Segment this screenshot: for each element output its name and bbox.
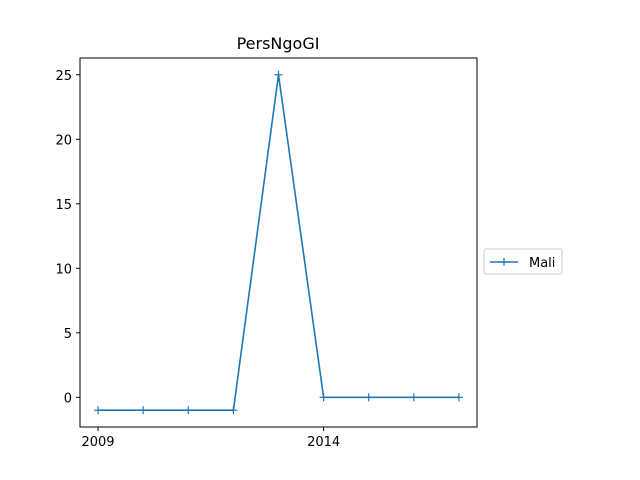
data-point	[409, 393, 418, 402]
data-point	[364, 393, 373, 402]
y-tick-label: 15	[55, 198, 72, 213]
x-tick-label: 2014	[307, 435, 340, 450]
data-point	[94, 406, 103, 415]
y-tick-label: 25	[55, 69, 72, 84]
y-tick-label: 20	[55, 133, 72, 148]
plot-area: 0 5 10 15 20 25 2009 2014	[55, 57, 478, 450]
data-point	[274, 70, 283, 79]
data-point	[139, 406, 148, 415]
data-point	[184, 406, 193, 415]
data-point	[319, 393, 328, 402]
y-tick-label: 5	[64, 327, 72, 342]
legend: Mali	[483, 248, 563, 275]
plot-frame	[79, 57, 478, 428]
legend-box	[483, 248, 563, 275]
y-tick-label: 10	[55, 262, 72, 277]
x-tick-label: 2009	[81, 435, 114, 450]
legend-label-mali: Mali	[529, 256, 555, 271]
data-point	[229, 406, 238, 415]
chart-title: PersNgoGI	[237, 34, 320, 53]
y-tick-label: 0	[64, 391, 72, 406]
series-line-mali	[98, 74, 459, 412]
data-point	[454, 393, 463, 402]
legend-marker-mali	[500, 258, 508, 266]
